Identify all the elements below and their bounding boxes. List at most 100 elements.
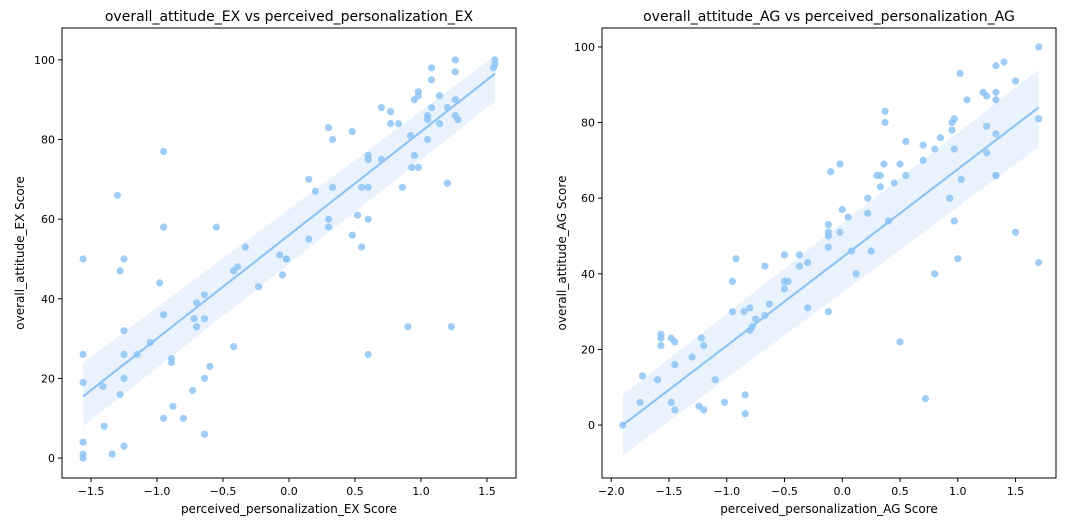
right-data-point: [919, 156, 927, 164]
right-data-point: [876, 183, 885, 191]
left-data-point: [282, 255, 290, 263]
left-data-point: [255, 283, 263, 291]
left-data-point: [348, 231, 356, 239]
right-confidence-band: [622, 69, 1039, 456]
left-chart-title: overall_attitude_EX vs perceived_persona…: [105, 9, 474, 25]
left-data-point: [212, 223, 220, 231]
left-data-point: [200, 430, 209, 438]
left-data-point: [427, 64, 436, 72]
left-data-point: [193, 323, 201, 331]
left-data-point: [354, 211, 362, 219]
right-data-point: [657, 342, 665, 350]
right-y-tick-label: 20: [581, 343, 595, 356]
right-data-point: [653, 376, 662, 384]
right-data-point: [732, 255, 740, 263]
left-data-point: [491, 60, 499, 68]
right-data-point: [1012, 77, 1020, 85]
right-data-point: [836, 228, 844, 236]
right-data-point: [700, 342, 708, 350]
left-data-point: [120, 255, 128, 263]
left-data-point: [410, 151, 418, 159]
right-y-tick-label: 80: [581, 117, 595, 130]
right-data-point: [671, 406, 679, 414]
right-data-point: [881, 107, 889, 115]
left-y-tick-label: 100: [34, 54, 55, 67]
right-x-tick-label: −0.5: [771, 485, 798, 498]
left-data-point: [200, 291, 209, 299]
right-data-point: [1035, 258, 1043, 267]
left-data-point: [278, 271, 286, 279]
left-data-point: [435, 120, 444, 128]
right-data-point: [765, 300, 774, 308]
left-data-point: [79, 350, 87, 359]
left-data-point: [451, 68, 459, 76]
left-data-point: [160, 147, 168, 156]
right-data-point: [896, 160, 904, 168]
right-data-point: [950, 115, 958, 123]
right-data-point: [946, 194, 954, 202]
left-data-point: [414, 163, 422, 171]
left-data-point: [427, 104, 436, 112]
right-data-point: [881, 118, 889, 127]
left-data-point: [160, 223, 168, 231]
left-data-point: [443, 179, 451, 187]
right-data-point: [864, 209, 872, 217]
left-data-point: [167, 358, 176, 367]
right-y-tick-label: 60: [581, 192, 595, 205]
left-data-point: [305, 235, 313, 243]
right-data-point: [795, 251, 804, 259]
left-data-point: [120, 442, 128, 450]
left-data-point: [241, 243, 249, 251]
left-x-tick-label: 0.5: [346, 485, 364, 498]
right-data-point: [992, 171, 1000, 180]
right-data-point: [983, 122, 991, 130]
left-data-point: [193, 299, 201, 307]
left-data-point: [364, 155, 372, 163]
right-data-point: [954, 255, 962, 263]
left-data-point: [325, 215, 333, 223]
left-data-point: [325, 223, 333, 231]
left-data-point: [156, 279, 164, 287]
right-data-point: [880, 160, 888, 168]
right-data-point: [795, 262, 804, 270]
right-data-point: [902, 171, 910, 180]
right-data-point: [963, 96, 971, 104]
right-x-tick-label: 0.5: [891, 485, 909, 498]
right-data-point: [746, 304, 754, 312]
right-data-point: [1012, 228, 1020, 236]
left-data-point: [189, 386, 197, 394]
right-data-point: [902, 137, 910, 145]
left-data-point: [233, 263, 242, 271]
right-data-point: [688, 353, 696, 361]
right-data-point: [728, 308, 737, 316]
right-data-point: [983, 92, 991, 100]
right-data-point: [921, 395, 930, 403]
right-data-point: [992, 88, 1000, 96]
right-data-point: [864, 194, 872, 202]
left-data-point: [169, 402, 177, 410]
left-data-point: [398, 183, 407, 191]
left-x-tick-label: 1.0: [412, 485, 430, 498]
right-y-tick-label: 40: [581, 268, 595, 281]
left-x-tick-label: 1.5: [478, 485, 496, 498]
right-data-point: [836, 160, 844, 168]
left-data-point: [160, 311, 168, 319]
right-data-point: [992, 62, 1000, 70]
left-data-point: [364, 350, 372, 359]
left-data-point: [451, 56, 459, 64]
left-data-point: [329, 183, 337, 191]
left-data-point: [179, 414, 187, 422]
right-data-point: [728, 277, 737, 285]
right-data-point: [956, 69, 964, 77]
right-data-point: [867, 247, 875, 255]
right-data-point: [896, 338, 904, 346]
right-data-point: [780, 251, 789, 259]
left-data-point: [120, 374, 128, 382]
left-data-point: [414, 92, 422, 100]
left-data-point: [329, 135, 337, 144]
right-data-point: [919, 141, 927, 149]
right-data-point: [671, 361, 679, 369]
right-data-point: [948, 126, 956, 134]
left-data-point: [100, 422, 108, 430]
left-data-point: [79, 438, 87, 446]
